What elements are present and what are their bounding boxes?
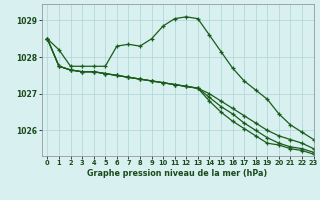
X-axis label: Graphe pression niveau de la mer (hPa): Graphe pression niveau de la mer (hPa): [87, 169, 268, 178]
